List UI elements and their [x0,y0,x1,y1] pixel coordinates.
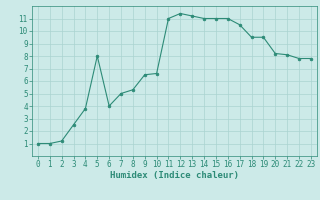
X-axis label: Humidex (Indice chaleur): Humidex (Indice chaleur) [110,171,239,180]
